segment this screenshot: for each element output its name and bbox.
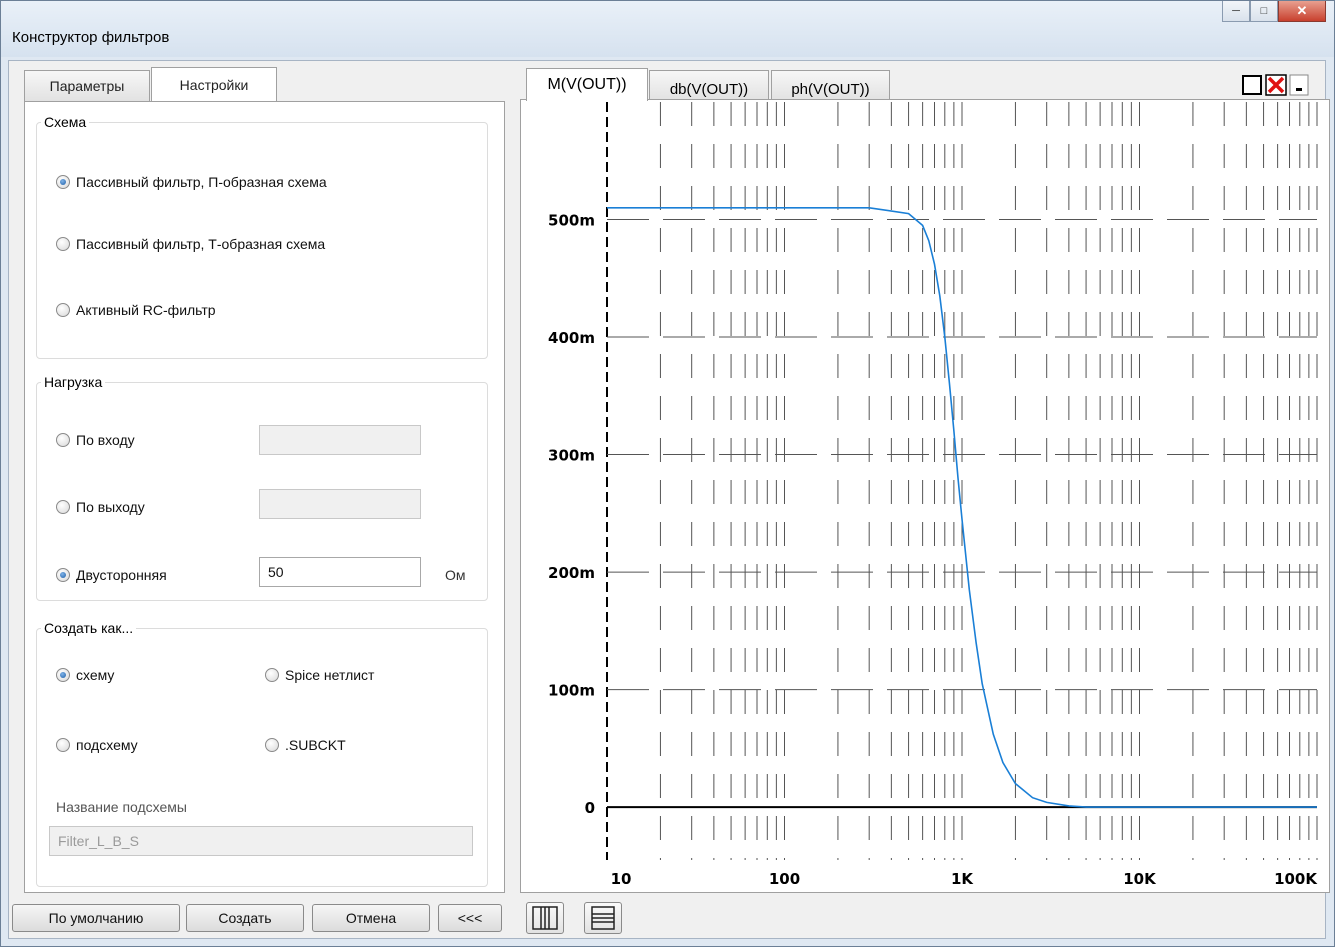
radio-label: Пассивный фильтр, Т-образная схема xyxy=(76,236,326,252)
radio-icon xyxy=(56,237,70,251)
x-tick-label: 1K xyxy=(951,870,974,888)
radio-selected-icon xyxy=(56,175,70,189)
plot-tab-magnitude[interactable]: M(V(OUT)) xyxy=(526,68,648,101)
radio-icon xyxy=(56,303,70,317)
radio-label: Spice нетлист xyxy=(285,667,375,683)
y-tick-label: 500m xyxy=(548,212,595,230)
radio-icon xyxy=(56,433,70,447)
radio-label: Активный RC-фильтр xyxy=(76,302,216,318)
series-line-1 xyxy=(607,207,1317,808)
window-title: Конструктор фильтров xyxy=(12,29,170,46)
radio-load-output[interactable]: По выходу xyxy=(56,499,145,515)
radio-icon xyxy=(56,500,70,514)
radio-passive-pi[interactable]: Пассивный фильтр, П-образная схема xyxy=(56,174,327,190)
radio-load-input[interactable]: По входу xyxy=(56,432,135,448)
radio-create-schematic[interactable]: схему xyxy=(56,667,114,683)
cancel-button[interactable]: Отмена xyxy=(312,904,430,932)
magnitude-chart: 0 100m 200m 300m 400m 500m 10 100 1K 10K 100K xyxy=(548,102,1318,888)
radio-label: схему xyxy=(76,667,115,683)
tab-settings[interactable]: Настройки xyxy=(151,67,277,101)
radio-load-both[interactable]: Двусторонняя xyxy=(56,567,167,583)
maximize-plot-icon[interactable] xyxy=(1241,74,1263,96)
columns-icon xyxy=(532,906,558,930)
y-tick-label: 200m xyxy=(548,564,595,582)
window-controls: ─ □ ✕ xyxy=(1222,1,1326,23)
load-group: Нагрузка xyxy=(36,374,488,601)
load-input-field[interactable] xyxy=(259,425,421,455)
radio-icon xyxy=(265,668,279,682)
radio-passive-t[interactable]: Пассивный фильтр, Т-образная схема xyxy=(56,236,325,252)
layout-horizontal-button[interactable] xyxy=(584,902,622,934)
load-output-field[interactable] xyxy=(259,489,421,519)
y-tick-label: 100m xyxy=(548,682,595,700)
layout-vertical-button[interactable] xyxy=(526,902,564,934)
radio-label: подсхему xyxy=(76,737,138,753)
settings-panel: Схема Пассивный фильтр, П-образная схема… xyxy=(24,101,505,893)
y-tick-label: 400m xyxy=(548,329,595,347)
radio-selected-icon xyxy=(56,568,70,582)
plot-menu-dropdown-icon[interactable] xyxy=(1289,74,1325,96)
close-plot-icon[interactable] xyxy=(1265,74,1287,96)
labels-layer: 0 100m 200m 300m 400m 500m 10 100 1K 10K 100K xyxy=(548,212,1318,888)
radio-label: Пассивный фильтр, П-образная схема xyxy=(76,174,327,190)
plot-area: 0 100m 200m 300m 400m 500m 10 100 1K 10K 100K xyxy=(520,99,1330,893)
title-bar: Конструктор фильтров ─ □ ✕ xyxy=(1,1,1334,57)
plot-tab-phase[interactable]: ph(V(OUT)) xyxy=(771,70,890,100)
create-button[interactable]: Создать xyxy=(186,904,304,932)
plot-tab-db[interactable]: db(V(OUT)) xyxy=(649,70,769,100)
radio-create-subcircuit[interactable]: подсхему xyxy=(56,737,138,753)
x-tick-label: 100K xyxy=(1274,870,1318,888)
tab-parameters[interactable]: Параметры xyxy=(24,70,150,101)
subcircuit-name-label: Название подсхемы xyxy=(56,799,187,815)
schema-legend: Схема xyxy=(44,114,87,130)
schema-group: Схема xyxy=(36,114,488,359)
x-tick-label: 10K xyxy=(1123,870,1157,888)
y-tick-label: 300m xyxy=(548,447,595,465)
rows-icon xyxy=(591,906,615,930)
radio-selected-icon xyxy=(56,668,70,682)
radio-create-spice[interactable]: Spice нетлист xyxy=(265,667,374,683)
radio-label: Двусторонняя xyxy=(76,567,167,583)
close-icon[interactable]: ✕ xyxy=(1278,1,1326,22)
minimize-icon[interactable]: ─ xyxy=(1222,1,1250,22)
x-tick-label: 100 xyxy=(769,870,800,888)
radio-label: По выходу xyxy=(76,499,145,515)
radio-label: .SUBCKT xyxy=(285,737,346,753)
radio-icon xyxy=(265,738,279,752)
subcircuit-name-field[interactable]: Filter_L_B_S xyxy=(49,826,473,856)
grid-layer xyxy=(606,102,1318,860)
default-button[interactable]: По умолчанию xyxy=(12,904,180,932)
create-as-group: Создать как... xyxy=(36,620,488,887)
create-as-legend: Создать как... xyxy=(44,620,134,636)
load-legend: Нагрузка xyxy=(44,374,103,390)
radio-label: По входу xyxy=(76,432,135,448)
radio-create-subckt[interactable]: .SUBCKT xyxy=(265,737,346,753)
collapse-button[interactable]: <<< xyxy=(438,904,502,932)
y-tick-label: 0 xyxy=(585,799,595,817)
load-unit: Ом xyxy=(445,567,466,583)
radio-active-rc[interactable]: Активный RC-фильтр xyxy=(56,302,216,318)
x-tick-label: 10 xyxy=(611,870,632,888)
radio-icon xyxy=(56,738,70,752)
maximize-icon[interactable]: □ xyxy=(1250,1,1278,22)
marks-layer xyxy=(607,207,1317,808)
load-both-field[interactable]: 50 xyxy=(259,557,421,587)
